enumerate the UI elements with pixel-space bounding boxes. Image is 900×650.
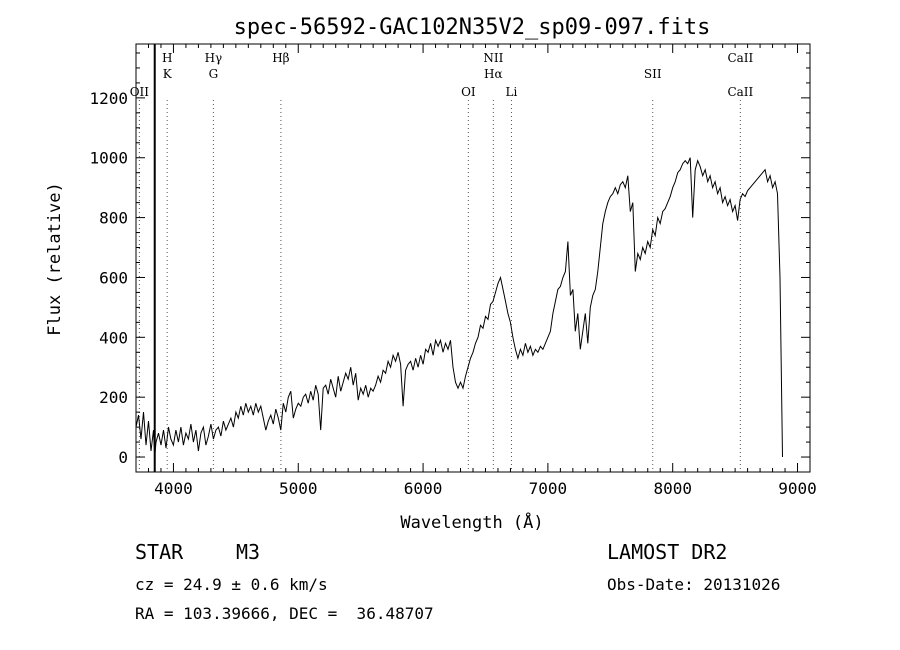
axes: 4000 5000 6000 7000 8000 9000 0 200 400 600 800 100…: [89, 43, 817, 498]
spectral-line-label-2-0: Hγ: [205, 51, 223, 65]
spectral-line-label-4-0: OI: [461, 85, 476, 99]
spectral-line-label-7-0: SII: [644, 67, 662, 81]
spectral-line-label-2-1: G: [209, 67, 219, 81]
spectral-line-label-0-0: OII: [130, 85, 150, 99]
survey-name: LAMOST DR2: [607, 540, 728, 564]
x-tick-label: 7000: [529, 479, 568, 498]
spectral-line-label-6-0: Li: [506, 85, 518, 99]
y-tick-label: 400: [99, 328, 128, 347]
y-tick-label: 200: [99, 388, 128, 407]
y-tick-label: 800: [99, 209, 128, 228]
spectral-line-label-1-0: H: [162, 51, 172, 65]
spectral-line-label-5-0: NII: [483, 51, 503, 65]
y-tick-label: 0: [118, 448, 128, 467]
y-tick-label: 1000: [89, 149, 128, 168]
object-subclass: M3: [236, 540, 261, 564]
y-tick-label: 600: [99, 268, 128, 287]
spectrum-line: [135, 157, 783, 458]
observation-date: Obs-Date: 20131026: [607, 575, 781, 594]
redshift-info: cz = 24.9 ± 0.6 km/s: [135, 575, 328, 594]
spectral-line-label-8-0: CaII: [727, 51, 753, 65]
spectral-line-label-8-1: CaII: [727, 85, 753, 99]
y-tick-label: 1200: [89, 89, 128, 108]
spectral-line-label-3-0: Hβ: [272, 51, 289, 65]
spectral-line-label-1-1: K: [163, 67, 173, 81]
spectrum-series: [135, 44, 783, 472]
chart-title: spec-56592-GAC102N35V2_sp09-097.fits: [234, 15, 711, 40]
x-tick-label: 6000: [404, 479, 443, 498]
x-tick-label: 4000: [154, 479, 193, 498]
spectral-line-label-5-1: Hα: [484, 67, 503, 81]
object-class: STAR: [135, 540, 184, 564]
coordinates: RA = 103.39666, DEC = 36.48707: [135, 604, 434, 623]
plot-frame: [135, 43, 811, 473]
x-tick-label: 9000: [778, 479, 817, 498]
x-axis-label: Wavelength (Å): [400, 511, 543, 533]
y-axis-label: Flux (relative): [45, 182, 65, 336]
x-tick-label: 5000: [279, 479, 318, 498]
x-tick-label: 8000: [653, 479, 692, 498]
